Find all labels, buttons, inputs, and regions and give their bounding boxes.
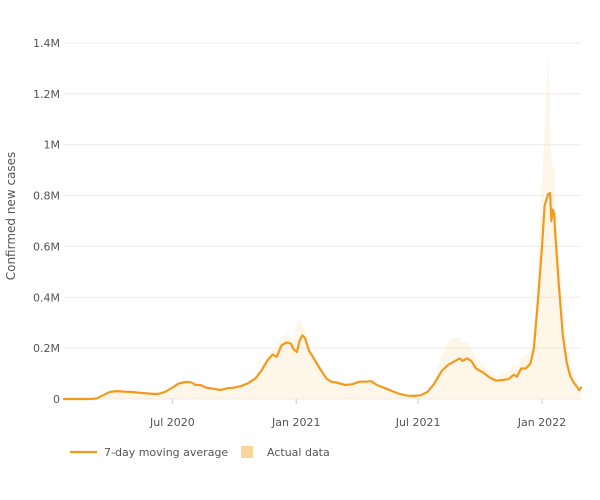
legend-item-actual-data[interactable]: Actual data: [241, 446, 330, 459]
legend-label-moving-average: 7-day moving average: [104, 446, 228, 459]
y-tick-label: 0.6M: [33, 240, 60, 253]
y-tick-label: 0.8M: [33, 190, 60, 203]
x-axis: Jul 2020 Jan 2021 Jul 2021 Jan 2022: [149, 399, 566, 429]
legend-item-moving-average[interactable]: 7-day moving average: [70, 446, 228, 459]
x-tick-label: Jan 2021: [271, 416, 320, 429]
y-tick-label: 0.4M: [33, 291, 60, 304]
legend: 7-day moving average Actual data: [70, 446, 330, 459]
y-tick-label: 1.4M: [33, 37, 60, 50]
actual-data-area-layer: [64, 48, 581, 399]
legend-area-swatch: [241, 446, 253, 458]
moving-average-line-layer: [62, 191, 583, 401]
x-tick-label: Jan 2022: [517, 416, 566, 429]
y-tick-label: 0: [53, 393, 60, 406]
y-tick-label: 0.2M: [33, 342, 60, 355]
x-tick-label: Jul 2021: [395, 416, 441, 429]
y-axis-title: Confirmed new cases: [4, 152, 18, 281]
x-tick-label: Jul 2020: [149, 416, 195, 429]
y-tick-label: 1M: [44, 139, 61, 152]
moving-average-line: [62, 191, 583, 401]
legend-label-actual-data: Actual data: [267, 446, 330, 459]
y-axis: 0 0.2M 0.4M 0.6M 0.8M 1M 1.2M 1.4M: [33, 37, 60, 406]
y-tick-label: 1.2M: [33, 88, 60, 101]
grid: [64, 42, 581, 400]
actual-data-area: [64, 48, 581, 399]
